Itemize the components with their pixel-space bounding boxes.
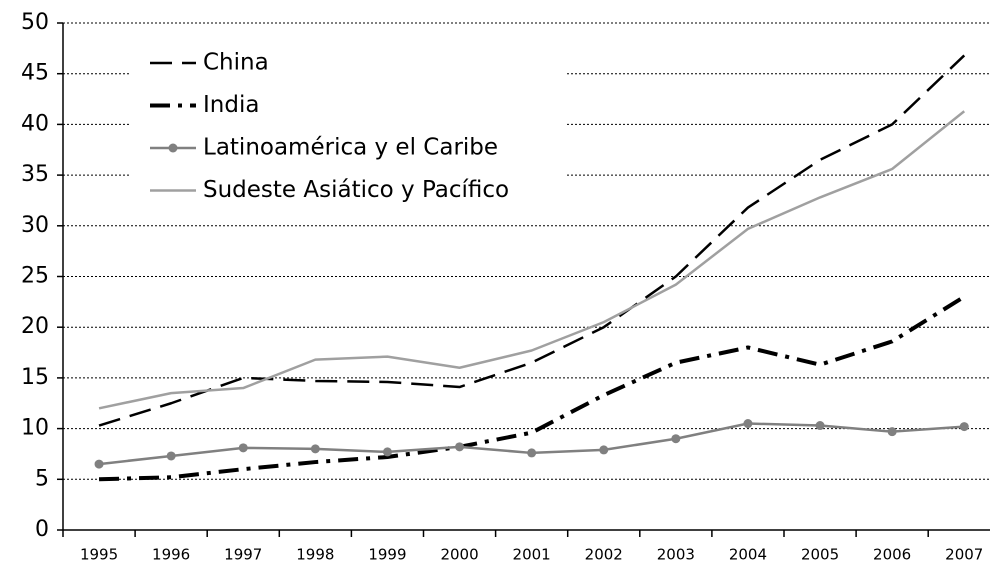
series-marker	[959, 422, 969, 432]
y-tick-label: 5	[35, 466, 49, 491]
series-marker	[238, 443, 248, 453]
series-marker	[455, 442, 465, 452]
legend-label: Sudeste Asiático y Pacífico	[203, 177, 509, 203]
x-tick-label: 1998	[296, 546, 334, 564]
series-marker	[671, 434, 681, 444]
x-tick-label: 2000	[440, 546, 478, 564]
y-tick-label: 25	[21, 264, 49, 289]
x-tick-label: 1996	[152, 546, 190, 564]
series-marker	[166, 451, 176, 461]
y-tick-label: 20	[21, 314, 49, 339]
y-tick-label: 10	[21, 416, 49, 441]
y-tick-label: 40	[21, 111, 49, 136]
series-marker	[310, 444, 320, 454]
y-tick-label: 0	[35, 517, 49, 542]
series-line	[98, 110, 966, 410]
x-tick-label: 2005	[801, 546, 839, 564]
y-tick-label: 15	[21, 365, 49, 390]
legend-label: China	[203, 50, 269, 76]
x-tick-label: 1997	[224, 546, 262, 564]
x-tick-label: 2004	[729, 546, 767, 564]
series-marker	[887, 427, 897, 437]
series-marker	[382, 447, 392, 457]
y-tick-label: 35	[21, 162, 49, 187]
y-tick-label: 50	[21, 10, 49, 35]
x-tick-label: 2002	[585, 546, 623, 564]
legend-label: India	[203, 92, 259, 118]
x-tick-label: 2001	[513, 546, 551, 564]
x-tick-label: 2006	[873, 546, 911, 564]
series-marker	[743, 419, 753, 429]
y-tick-label: 45	[21, 61, 49, 86]
x-tick-label: 1999	[368, 546, 406, 564]
x-tick-label: 2003	[657, 546, 695, 564]
y-tick-label: 30	[21, 213, 49, 238]
legend-box	[130, 38, 567, 213]
series-marker	[527, 448, 537, 458]
series-marker	[94, 459, 104, 469]
x-tick-label: 1995	[80, 546, 118, 564]
legend-marker	[168, 143, 178, 153]
legend-label: Latinoamérica y el Caribe	[203, 135, 498, 161]
x-tick-label: 2007	[945, 546, 983, 564]
series-marker	[815, 421, 825, 431]
series-marker	[599, 445, 609, 455]
series-line	[98, 422, 965, 466]
